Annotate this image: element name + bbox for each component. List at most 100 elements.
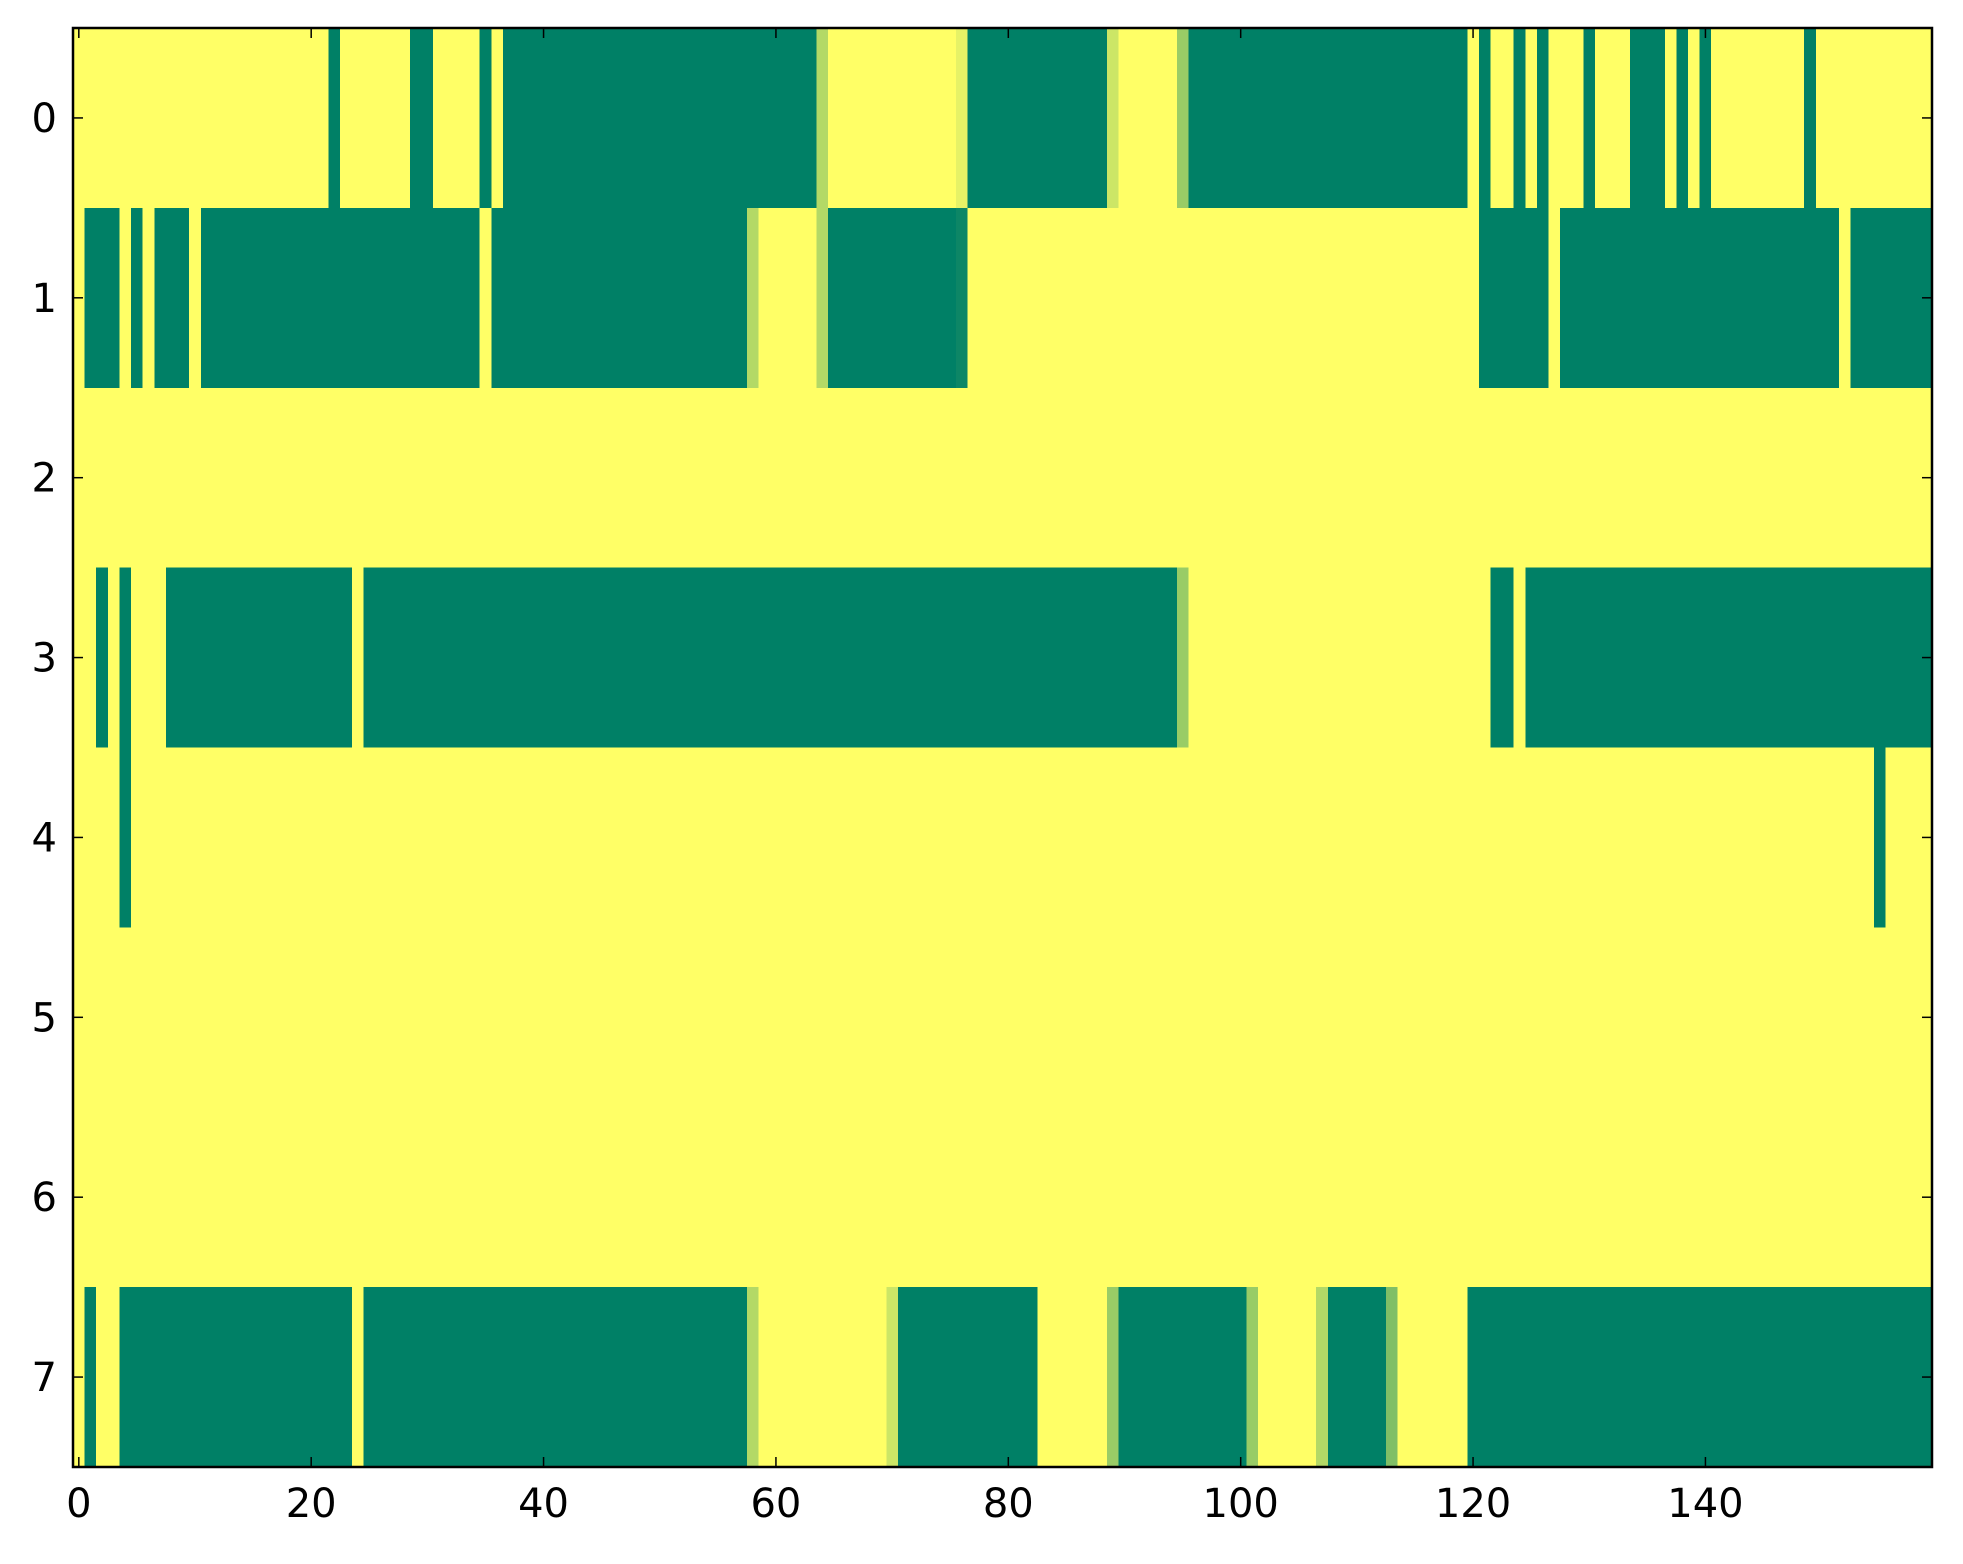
cell <box>1711 28 1724 209</box>
cell <box>479 387 492 569</box>
cell <box>944 28 957 209</box>
cell <box>1827 28 1840 209</box>
cell <box>1107 387 1120 569</box>
cell <box>956 567 969 749</box>
cell <box>1862 387 1875 569</box>
cell <box>839 387 853 569</box>
cell <box>107 207 121 389</box>
cell <box>1583 1107 1596 1288</box>
cell <box>851 747 864 928</box>
cell <box>851 28 864 209</box>
cell <box>84 1287 97 1468</box>
cell <box>502 1287 516 1468</box>
cell <box>956 1287 969 1468</box>
cell <box>1734 747 1747 928</box>
cell <box>967 387 980 569</box>
cell <box>363 1287 376 1468</box>
cell <box>1002 1287 1015 1468</box>
cell <box>270 387 283 569</box>
cell <box>1107 28 1120 209</box>
cell <box>351 207 365 389</box>
cell <box>1420 207 1433 389</box>
cell <box>433 1287 446 1468</box>
cell <box>770 1107 783 1288</box>
cell <box>526 567 539 749</box>
cell <box>1711 1287 1724 1468</box>
cell <box>1420 1107 1433 1288</box>
cell <box>282 387 295 569</box>
cell <box>700 1287 713 1468</box>
cell <box>1595 747 1608 928</box>
cell <box>1281 387 1294 569</box>
cell <box>1513 387 1526 569</box>
cell <box>1676 747 1689 928</box>
cell <box>723 1107 736 1288</box>
cell <box>1571 387 1585 569</box>
cell <box>1560 28 1573 209</box>
cell <box>886 1287 899 1468</box>
cell <box>1746 207 1759 389</box>
cell <box>897 747 911 928</box>
cell <box>1153 567 1166 749</box>
cell <box>1757 927 1770 1108</box>
cell <box>1234 927 1248 1108</box>
cell <box>793 567 806 749</box>
cell <box>897 1107 911 1288</box>
cell <box>735 28 748 209</box>
cell <box>1734 927 1747 1108</box>
cell <box>1246 1107 1259 1288</box>
cell <box>1014 1107 1027 1288</box>
cell <box>212 567 225 749</box>
cell <box>1862 567 1875 749</box>
cell <box>1304 28 1317 209</box>
cell <box>956 387 969 569</box>
cell <box>572 927 585 1108</box>
cell <box>1873 1287 1887 1468</box>
cell <box>119 387 132 569</box>
cell <box>1292 207 1306 389</box>
cell <box>851 207 864 389</box>
cell <box>1130 207 1143 389</box>
cell <box>235 1287 248 1468</box>
cell <box>1037 1107 1050 1288</box>
cell <box>874 927 887 1108</box>
cell <box>804 387 818 569</box>
cell <box>1025 567 1038 749</box>
cell <box>1897 1287 1910 1468</box>
cell <box>607 1287 620 1468</box>
cell <box>375 1107 388 1288</box>
cell <box>886 747 899 928</box>
cell <box>1699 1107 1712 1288</box>
cell <box>1873 747 1887 928</box>
cell <box>1432 28 1445 209</box>
cell <box>1641 1107 1654 1288</box>
cell <box>514 207 527 389</box>
cell <box>1699 1287 1712 1468</box>
cell <box>154 28 167 209</box>
cell <box>1746 567 1759 749</box>
cell <box>665 1287 678 1468</box>
cell <box>990 28 1004 209</box>
cell <box>781 927 794 1108</box>
cell <box>537 28 550 209</box>
cell <box>165 567 179 749</box>
cell <box>1548 927 1561 1108</box>
cell <box>1897 28 1910 209</box>
cell <box>1583 927 1596 1108</box>
cell <box>1583 1287 1596 1468</box>
cell <box>595 387 609 569</box>
cell <box>1200 1107 1213 1288</box>
cell <box>1653 567 1666 749</box>
cell <box>258 28 272 209</box>
cell <box>154 567 167 749</box>
cell <box>351 387 365 569</box>
cell <box>1629 567 1643 749</box>
cell <box>1234 1107 1248 1288</box>
cell <box>247 747 260 928</box>
cell <box>1897 1107 1910 1288</box>
cell <box>84 207 97 389</box>
cell <box>1804 567 1817 749</box>
cell <box>340 387 353 569</box>
cell <box>944 1107 957 1288</box>
cell <box>1385 28 1399 209</box>
